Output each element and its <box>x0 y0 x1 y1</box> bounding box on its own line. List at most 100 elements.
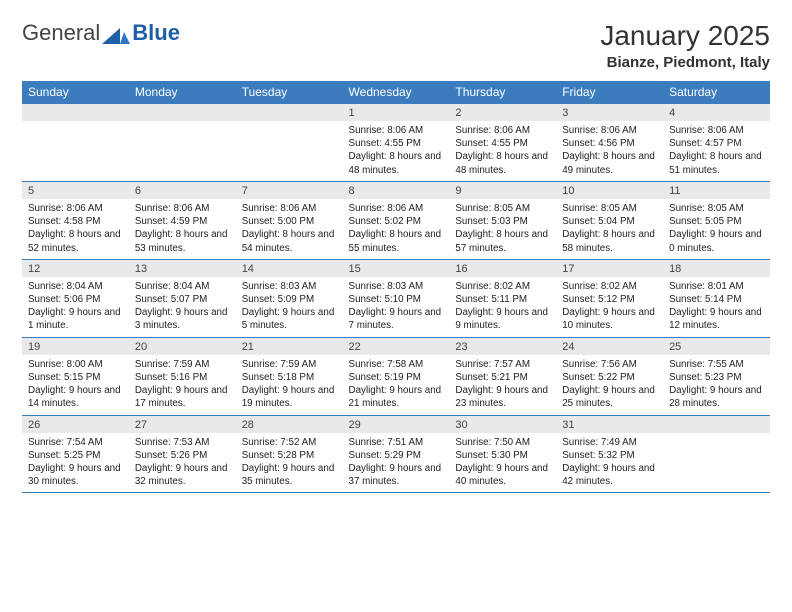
week-row: 12Sunrise: 8:04 AMSunset: 5:06 PMDayligh… <box>22 259 770 337</box>
month-title: January 2025 <box>600 20 770 52</box>
day-body: Sunrise: 8:00 AMSunset: 5:15 PMDaylight:… <box>22 355 129 415</box>
title-block: January 2025 Bianze, Piedmont, Italy <box>600 20 770 71</box>
day-body: Sunrise: 8:06 AMSunset: 4:57 PMDaylight:… <box>663 121 770 181</box>
week-row: 5Sunrise: 8:06 AMSunset: 4:58 PMDaylight… <box>22 181 770 259</box>
day-body: Sunrise: 8:06 AMSunset: 5:02 PMDaylight:… <box>343 199 450 259</box>
week-row: 19Sunrise: 8:00 AMSunset: 5:15 PMDayligh… <box>22 337 770 415</box>
day-number: 10 <box>556 182 663 199</box>
day-body: Sunrise: 8:06 AMSunset: 4:55 PMDaylight:… <box>449 121 556 181</box>
day-body: Sunrise: 7:58 AMSunset: 5:19 PMDaylight:… <box>343 355 450 415</box>
week-row: 26Sunrise: 7:54 AMSunset: 5:25 PMDayligh… <box>22 415 770 493</box>
day-body: Sunrise: 8:05 AMSunset: 5:03 PMDaylight:… <box>449 199 556 259</box>
day-cell: 15Sunrise: 8:03 AMSunset: 5:10 PMDayligh… <box>343 259 450 337</box>
day-body: Sunrise: 8:02 AMSunset: 5:12 PMDaylight:… <box>556 277 663 337</box>
day-body: Sunrise: 8:04 AMSunset: 5:07 PMDaylight:… <box>129 277 236 337</box>
day-body <box>236 121 343 169</box>
day-body: Sunrise: 8:06 AMSunset: 5:00 PMDaylight:… <box>236 199 343 259</box>
day-cell: 18Sunrise: 8:01 AMSunset: 5:14 PMDayligh… <box>663 259 770 337</box>
day-number: 29 <box>343 416 450 433</box>
day-cell: 29Sunrise: 7:51 AMSunset: 5:29 PMDayligh… <box>343 415 450 493</box>
day-number: 24 <box>556 338 663 355</box>
day-number: 22 <box>343 338 450 355</box>
day-body: Sunrise: 8:02 AMSunset: 5:11 PMDaylight:… <box>449 277 556 337</box>
weekday-header: Friday <box>556 81 663 104</box>
day-cell: 5Sunrise: 8:06 AMSunset: 4:58 PMDaylight… <box>22 181 129 259</box>
day-cell <box>129 104 236 182</box>
day-number: 15 <box>343 260 450 277</box>
day-cell: 22Sunrise: 7:58 AMSunset: 5:19 PMDayligh… <box>343 337 450 415</box>
day-cell <box>236 104 343 182</box>
day-number: 23 <box>449 338 556 355</box>
day-body: Sunrise: 7:53 AMSunset: 5:26 PMDaylight:… <box>129 433 236 493</box>
weekday-header: Wednesday <box>343 81 450 104</box>
weekday-header: Saturday <box>663 81 770 104</box>
day-body: Sunrise: 8:05 AMSunset: 5:05 PMDaylight:… <box>663 199 770 259</box>
day-cell: 26Sunrise: 7:54 AMSunset: 5:25 PMDayligh… <box>22 415 129 493</box>
day-number: 13 <box>129 260 236 277</box>
day-number <box>129 104 236 121</box>
day-number: 1 <box>343 104 450 121</box>
day-cell: 30Sunrise: 7:50 AMSunset: 5:30 PMDayligh… <box>449 415 556 493</box>
day-number: 4 <box>663 104 770 121</box>
day-body: Sunrise: 8:06 AMSunset: 4:56 PMDaylight:… <box>556 121 663 181</box>
day-number: 30 <box>449 416 556 433</box>
day-number: 6 <box>129 182 236 199</box>
day-cell: 17Sunrise: 8:02 AMSunset: 5:12 PMDayligh… <box>556 259 663 337</box>
day-body: Sunrise: 8:05 AMSunset: 5:04 PMDaylight:… <box>556 199 663 259</box>
day-body: Sunrise: 7:59 AMSunset: 5:18 PMDaylight:… <box>236 355 343 415</box>
header-bar: General Blue January 2025 Bianze, Piedmo… <box>22 20 770 71</box>
day-cell <box>22 104 129 182</box>
day-cell: 28Sunrise: 7:52 AMSunset: 5:28 PMDayligh… <box>236 415 343 493</box>
logo-text-1: General <box>22 20 100 46</box>
day-body: Sunrise: 7:50 AMSunset: 5:30 PMDaylight:… <box>449 433 556 493</box>
day-number <box>663 416 770 433</box>
day-number <box>22 104 129 121</box>
day-cell: 21Sunrise: 7:59 AMSunset: 5:18 PMDayligh… <box>236 337 343 415</box>
day-body: Sunrise: 7:59 AMSunset: 5:16 PMDaylight:… <box>129 355 236 415</box>
day-cell: 23Sunrise: 7:57 AMSunset: 5:21 PMDayligh… <box>449 337 556 415</box>
day-cell: 20Sunrise: 7:59 AMSunset: 5:16 PMDayligh… <box>129 337 236 415</box>
day-cell: 25Sunrise: 7:55 AMSunset: 5:23 PMDayligh… <box>663 337 770 415</box>
day-cell <box>663 415 770 493</box>
day-cell: 2Sunrise: 8:06 AMSunset: 4:55 PMDaylight… <box>449 104 556 182</box>
day-number: 8 <box>343 182 450 199</box>
weekday-header: Tuesday <box>236 81 343 104</box>
day-body: Sunrise: 8:06 AMSunset: 4:58 PMDaylight:… <box>22 199 129 259</box>
day-number: 28 <box>236 416 343 433</box>
location: Bianze, Piedmont, Italy <box>600 54 770 71</box>
day-body: Sunrise: 8:01 AMSunset: 5:14 PMDaylight:… <box>663 277 770 337</box>
day-body: Sunrise: 7:55 AMSunset: 5:23 PMDaylight:… <box>663 355 770 415</box>
day-number: 11 <box>663 182 770 199</box>
day-cell: 31Sunrise: 7:49 AMSunset: 5:32 PMDayligh… <box>556 415 663 493</box>
day-number: 26 <box>22 416 129 433</box>
weekday-header: Monday <box>129 81 236 104</box>
day-cell: 11Sunrise: 8:05 AMSunset: 5:05 PMDayligh… <box>663 181 770 259</box>
day-body: Sunrise: 7:54 AMSunset: 5:25 PMDaylight:… <box>22 433 129 493</box>
day-body: Sunrise: 7:51 AMSunset: 5:29 PMDaylight:… <box>343 433 450 493</box>
day-body: Sunrise: 8:06 AMSunset: 4:55 PMDaylight:… <box>343 121 450 181</box>
day-cell: 10Sunrise: 8:05 AMSunset: 5:04 PMDayligh… <box>556 181 663 259</box>
day-cell: 4Sunrise: 8:06 AMSunset: 4:57 PMDaylight… <box>663 104 770 182</box>
day-cell: 27Sunrise: 7:53 AMSunset: 5:26 PMDayligh… <box>129 415 236 493</box>
day-number: 5 <box>22 182 129 199</box>
weekday-header: Sunday <box>22 81 129 104</box>
day-number: 7 <box>236 182 343 199</box>
day-cell: 12Sunrise: 8:04 AMSunset: 5:06 PMDayligh… <box>22 259 129 337</box>
day-body: Sunrise: 8:03 AMSunset: 5:09 PMDaylight:… <box>236 277 343 337</box>
day-number: 17 <box>556 260 663 277</box>
day-cell: 7Sunrise: 8:06 AMSunset: 5:00 PMDaylight… <box>236 181 343 259</box>
weekday-header: Thursday <box>449 81 556 104</box>
day-cell: 1Sunrise: 8:06 AMSunset: 4:55 PMDaylight… <box>343 104 450 182</box>
day-number: 27 <box>129 416 236 433</box>
day-cell: 9Sunrise: 8:05 AMSunset: 5:03 PMDaylight… <box>449 181 556 259</box>
logo: General Blue <box>22 20 180 46</box>
day-body <box>22 121 129 169</box>
logo-text-2: Blue <box>132 20 180 46</box>
day-cell: 13Sunrise: 8:04 AMSunset: 5:07 PMDayligh… <box>129 259 236 337</box>
day-number: 9 <box>449 182 556 199</box>
day-number: 31 <box>556 416 663 433</box>
day-cell: 14Sunrise: 8:03 AMSunset: 5:09 PMDayligh… <box>236 259 343 337</box>
day-cell: 3Sunrise: 8:06 AMSunset: 4:56 PMDaylight… <box>556 104 663 182</box>
day-body: Sunrise: 7:56 AMSunset: 5:22 PMDaylight:… <box>556 355 663 415</box>
day-cell: 6Sunrise: 8:06 AMSunset: 4:59 PMDaylight… <box>129 181 236 259</box>
